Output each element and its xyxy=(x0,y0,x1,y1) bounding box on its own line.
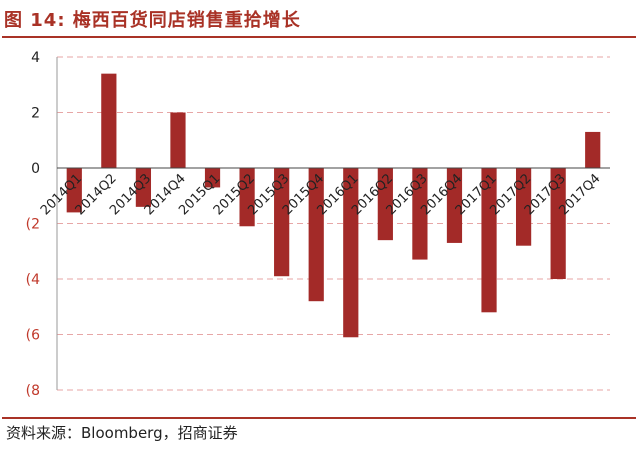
bar xyxy=(377,168,393,241)
bar xyxy=(239,168,255,227)
bar xyxy=(446,168,463,243)
bar xyxy=(170,112,186,168)
y-tick-label: (8 xyxy=(26,383,40,399)
bar xyxy=(308,168,324,302)
bar xyxy=(585,131,601,168)
bar xyxy=(135,168,152,207)
bar xyxy=(412,168,428,260)
y-tick-label: (2 xyxy=(26,217,40,233)
y-tick-label: 0 xyxy=(31,161,40,177)
chart-title: 图 14: 梅西百货同店销售重拾增长 xyxy=(4,10,301,31)
title-divider xyxy=(2,36,636,38)
y-tick-label: (6 xyxy=(26,328,40,344)
bar xyxy=(274,168,290,277)
y-tick-label: (4 xyxy=(26,272,40,288)
bar xyxy=(204,168,221,188)
source-divider xyxy=(2,417,636,419)
y-tick-label: 2 xyxy=(31,106,40,122)
source-note: 资料来源：Bloomberg，招商证券 xyxy=(6,424,238,442)
bar xyxy=(66,168,82,213)
bar xyxy=(343,168,359,338)
y-tick-label: 4 xyxy=(31,50,40,66)
bar xyxy=(481,168,497,313)
bar xyxy=(515,168,532,246)
bar xyxy=(550,168,566,279)
bar xyxy=(101,73,117,168)
chart-title-bar: 图 14: 梅西百货同店销售重拾增长 xyxy=(4,4,634,34)
